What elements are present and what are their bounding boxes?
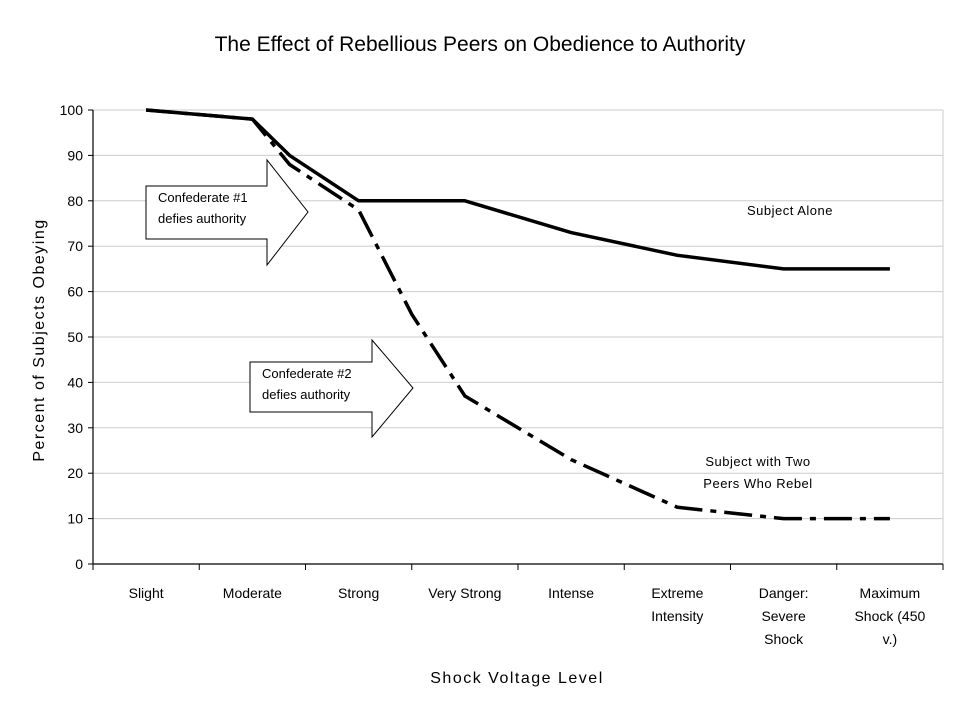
series-lines (145, 108, 890, 521)
series-label: Subject Alone (747, 203, 833, 218)
callout-arrows: Confederate #1 defies authority Confederat… (145, 158, 414, 439)
chart-title: The Effect of Rebellious Peers on Obedie… (215, 33, 746, 56)
x-tick-label: Strong (338, 585, 379, 601)
y-tick-label: 60 (67, 284, 83, 300)
y-tick-label: 70 (67, 238, 83, 254)
series-labels: Subject Alone Subject with Two Peers Who R… (703, 203, 833, 491)
y-tick-label: 90 (67, 147, 83, 163)
x-tick-label: Slight (129, 585, 164, 601)
callout-arrow-2 (249, 338, 414, 439)
series-line-2 (145, 108, 890, 521)
x-tick-label: Severe (761, 608, 806, 624)
callout-text: Confederate #1 (158, 190, 248, 205)
y-tick-label: 50 (67, 329, 83, 345)
x-tick-label: Extreme (651, 585, 703, 601)
x-tick-label: Shock (764, 631, 804, 647)
series-label: Peers Who Rebel (703, 476, 812, 491)
callout-text: Confederate #2 (262, 366, 352, 381)
y-axis-label: Percent of Subjects Obeying (31, 218, 48, 461)
series-label: Subject with Two (705, 454, 810, 469)
x-tick-label: v.) (883, 631, 898, 647)
x-tick-labels: Slight Moderate Strong Very Strong Intense Ex… (129, 585, 926, 647)
y-tick-label: 0 (75, 556, 83, 572)
y-tick-label: 30 (67, 420, 83, 436)
x-tick-label: Intensity (651, 608, 703, 624)
x-tick-label: Moderate (223, 585, 282, 601)
series-line-1 (145, 108, 890, 271)
x-tick-label: Danger: (759, 585, 809, 601)
y-tick-label: 40 (67, 374, 83, 390)
x-tick-label: Shock (450 (854, 608, 925, 624)
callout-arrow-1 (145, 158, 309, 267)
y-tick-label: 100 (60, 102, 84, 118)
x-tick-label: Maximum (860, 585, 921, 601)
y-tick-labels: 0 10 20 30 40 50 60 70 80 90 100 (60, 102, 84, 572)
x-tick-label: Very Strong (428, 585, 501, 601)
callout-text: defies authority (158, 211, 247, 226)
y-tick-label: 10 (67, 511, 83, 527)
y-tick-label: 80 (67, 193, 83, 209)
x-axis-label: Shock Voltage Level (430, 670, 604, 687)
y-tick-label: 20 (67, 465, 83, 481)
x-tick-label: Intense (548, 585, 594, 601)
axes (88, 109, 944, 570)
gridlines (93, 109, 944, 564)
callout-text: defies authority (262, 387, 351, 402)
